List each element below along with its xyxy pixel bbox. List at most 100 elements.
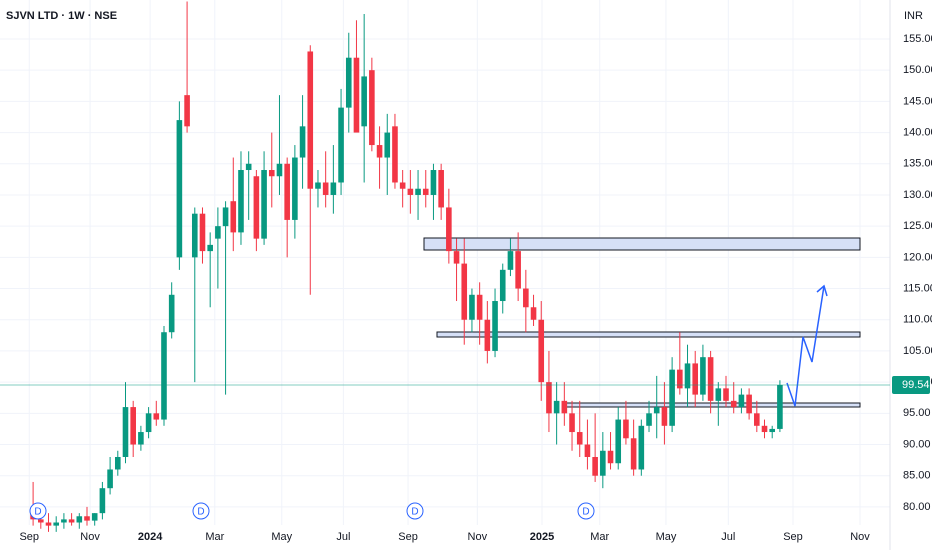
candle-body [623, 419, 629, 439]
x-tick-label: Sep [19, 531, 39, 543]
candle-body [376, 145, 383, 158]
candle-body [446, 207, 452, 252]
x-tick-label: Jul [721, 531, 735, 543]
last-price-label: 99.54 [902, 379, 930, 391]
candle-body [392, 126, 398, 183]
candle-body [91, 513, 98, 521]
candle-body [515, 251, 521, 289]
y-tick-label: 85.00 [903, 470, 931, 482]
candle-body [492, 301, 498, 351]
candle-body [68, 519, 75, 523]
candle-body [530, 307, 537, 320]
dividend-marker [406, 502, 424, 520]
candle-body [130, 407, 136, 445]
candle-body [469, 294, 475, 320]
y-tick-label: 135.00 [903, 158, 932, 170]
candle-body [53, 522, 60, 526]
y-tick-label: 80.00 [903, 501, 931, 513]
currency-label: INR [904, 10, 923, 22]
candle-body [630, 438, 637, 470]
candle-body [361, 76, 367, 127]
candle-body [245, 163, 252, 171]
candle-body [777, 385, 783, 429]
candle-body [499, 269, 506, 302]
candle-body [384, 132, 391, 158]
candle-body [761, 425, 768, 433]
candle-body [600, 450, 606, 476]
y-tick-label: 115.00 [903, 282, 932, 294]
candle-body [222, 207, 229, 227]
dividend-label: D [34, 507, 41, 518]
candle-body [407, 188, 414, 195]
candle-body [191, 213, 198, 258]
arrow-head [816, 284, 828, 297]
candle-body [153, 413, 160, 420]
candle-body [292, 157, 298, 220]
resistance-zone [423, 237, 861, 251]
candle-body [122, 407, 129, 457]
candle-body [461, 263, 468, 320]
candle-body [207, 244, 213, 252]
candle-body [322, 182, 329, 195]
candle-body [353, 57, 360, 133]
candle-body [730, 400, 737, 408]
candle-body [453, 251, 460, 264]
candle-body [653, 407, 660, 414]
candle-body [538, 319, 545, 383]
y-tick-label: 90.00 [903, 438, 931, 450]
candle-body [315, 182, 321, 189]
y-tick-label: 120.00 [903, 251, 932, 263]
candle-body [438, 170, 444, 208]
candle-body [161, 332, 167, 420]
candle-body [114, 456, 121, 470]
dividend-label: D [582, 507, 589, 518]
y-tick-label: 105.00 [903, 345, 932, 357]
candle-body [553, 400, 560, 414]
candle-body [661, 407, 668, 426]
candle-body [576, 432, 583, 445]
y-tick-label: 125.00 [903, 220, 932, 232]
x-tick-label: May [656, 531, 677, 543]
candle-body [61, 519, 67, 523]
y-tick-label: 145.00 [903, 95, 932, 107]
x-tick-label: May [271, 531, 292, 543]
y-tick-label: 150.00 [903, 64, 932, 76]
x-tick-label: Nov [468, 531, 488, 543]
dividend-marker [192, 502, 210, 520]
candle-body [369, 70, 375, 146]
candle-body [476, 294, 483, 320]
candle-body [107, 469, 113, 489]
candle-body [738, 394, 745, 408]
dividend-marker [577, 502, 595, 520]
x-tick-label: Mar [590, 531, 609, 543]
candle-body [199, 213, 206, 252]
x-tick-label: Sep [398, 531, 418, 543]
y-tick-label: 155.00 [903, 33, 932, 45]
candle-body [592, 456, 598, 476]
y-tick-label: 140.00 [903, 126, 932, 138]
x-tick-label: Nov [850, 531, 870, 543]
dividend-label: D [411, 507, 418, 518]
candle-body [707, 357, 714, 401]
candle-body [284, 163, 290, 220]
dividend-marker [29, 502, 47, 520]
candle-body [484, 319, 491, 351]
last-price-tag [892, 376, 930, 394]
candle-body [168, 294, 175, 333]
candle-body [754, 413, 760, 426]
candle-body [723, 388, 729, 401]
candle-body [746, 394, 752, 414]
y-tick-label: 110.00 [903, 314, 932, 326]
candle-body [561, 400, 568, 414]
candle-body [99, 488, 106, 514]
candle-body [215, 226, 221, 239]
candle-body [138, 432, 144, 445]
x-tick-label: Nov [80, 531, 100, 543]
candle-body [230, 201, 237, 233]
candle-body [45, 522, 52, 526]
support-zone [564, 402, 861, 408]
candle-body [546, 382, 552, 414]
candle-body [422, 188, 429, 195]
x-tick-label: 2024 [138, 531, 163, 543]
candle-body [276, 163, 283, 177]
